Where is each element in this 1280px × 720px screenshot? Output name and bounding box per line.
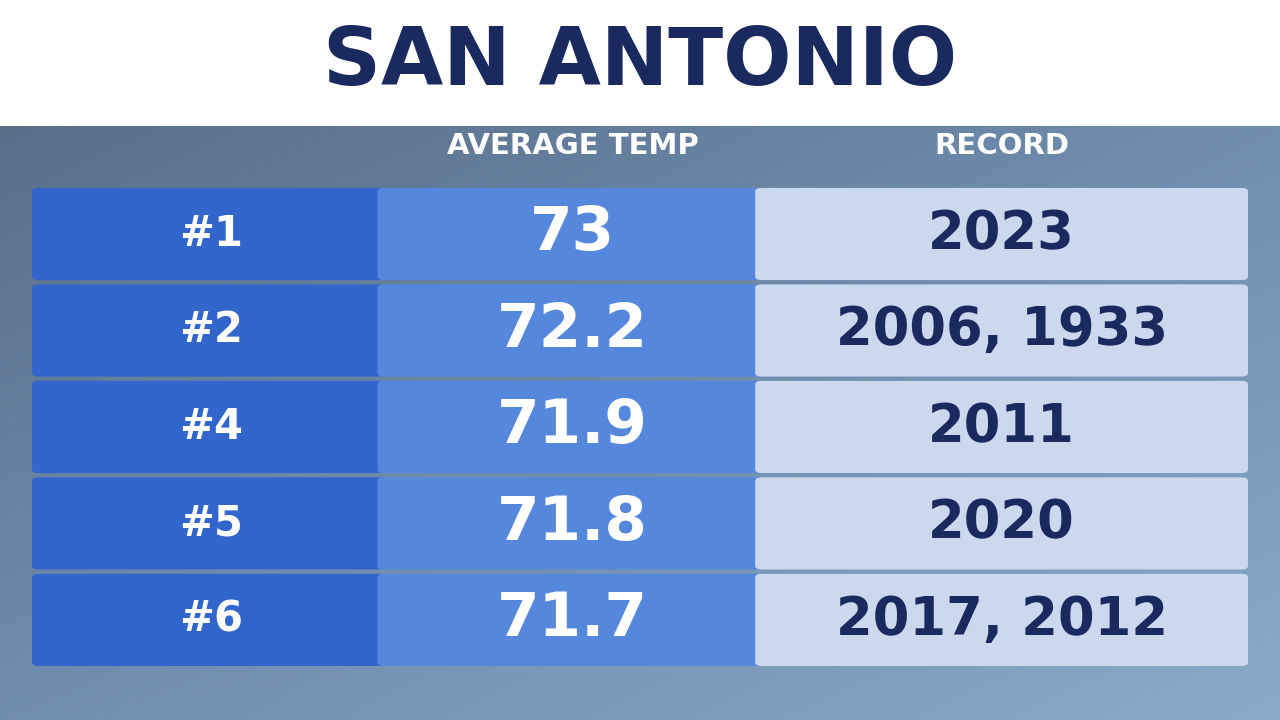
FancyBboxPatch shape [32,381,385,473]
FancyBboxPatch shape [32,284,385,377]
FancyBboxPatch shape [755,188,1248,280]
Text: 73: 73 [530,204,616,264]
Text: 71.8: 71.8 [498,494,648,553]
Text: RECORD: RECORD [934,132,1069,160]
FancyBboxPatch shape [378,381,763,473]
Text: AVERAGE TEMP: AVERAGE TEMP [447,132,699,160]
FancyBboxPatch shape [378,477,763,570]
FancyBboxPatch shape [32,188,385,280]
Text: #6: #6 [179,599,243,641]
Text: #1: #1 [179,213,243,255]
Bar [0,0,1280,126]
Text: #4: #4 [179,406,243,448]
FancyBboxPatch shape [32,477,385,570]
Text: 71.7: 71.7 [498,590,648,649]
Text: 2023: 2023 [928,208,1075,260]
Text: 2011: 2011 [928,401,1075,453]
FancyBboxPatch shape [378,284,763,377]
FancyBboxPatch shape [755,574,1248,666]
FancyBboxPatch shape [755,477,1248,570]
Text: 2006, 1933: 2006, 1933 [836,305,1167,356]
FancyBboxPatch shape [378,574,763,666]
Text: #2: #2 [179,310,243,351]
Text: #5: #5 [179,503,243,544]
FancyBboxPatch shape [755,284,1248,377]
Text: 72.2: 72.2 [497,301,649,360]
Text: 2020: 2020 [928,498,1075,549]
Text: 2017, 2012: 2017, 2012 [836,594,1167,646]
Text: 71.9: 71.9 [498,397,648,456]
FancyBboxPatch shape [32,574,385,666]
FancyBboxPatch shape [755,381,1248,473]
FancyBboxPatch shape [378,188,763,280]
Text: SAN ANTONIO: SAN ANTONIO [323,24,957,102]
